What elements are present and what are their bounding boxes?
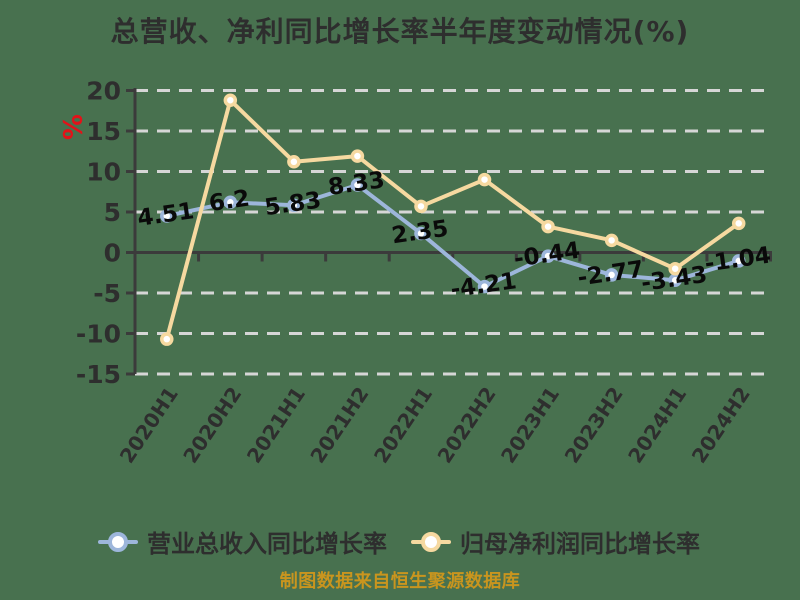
data-point-marker — [414, 226, 428, 241]
legend-label: 营业总收入同比增长率 — [147, 530, 387, 558]
y-axis-tick-label: 15 — [86, 117, 121, 146]
y-axis-tick-label: 20 — [86, 77, 121, 106]
data-point-marker — [541, 219, 555, 234]
data-point-marker — [604, 233, 619, 248]
data-point-marker — [541, 249, 555, 263]
y-axis-tick-label: 5 — [104, 198, 121, 227]
series-0 — [160, 178, 746, 294]
legend-item-1[interactable]: 归母净利润同比增长率 — [411, 524, 700, 559]
y-axis-labels: 20 15 10 5 0 -5 -10 -15 — [76, 77, 121, 390]
x-axis-tick-label: 2024H2 — [687, 382, 755, 467]
data-label: -1.04 — [703, 243, 772, 278]
data-point-marker — [160, 332, 174, 346]
legend-marker-icon — [98, 531, 138, 552]
data-label: -4.21 — [449, 268, 518, 303]
x-axis-labels: 2020H12020H22021H12021H22022H12022H22023… — [115, 382, 755, 467]
legend-item-0[interactable]: 营业总收入同比增长率 — [98, 524, 387, 559]
data-label: 4.51 — [136, 198, 196, 232]
chart-title: 总营收、净利同比增长率半年度变动情况(%) — [110, 15, 690, 48]
data-label: 6.2 — [207, 186, 251, 217]
data-point-marker — [477, 279, 492, 294]
legend-circle — [421, 531, 441, 552]
data-point-marker — [604, 268, 619, 282]
legend-circle — [108, 531, 128, 552]
axes — [126, 88, 772, 376]
legend-marker-icon — [411, 531, 451, 552]
data-point-marker — [350, 178, 365, 192]
data-point-marker — [287, 155, 301, 169]
series-1 — [160, 93, 746, 346]
y-axis-tick-label: -5 — [93, 279, 121, 308]
y-axis-tick-label: 10 — [86, 158, 121, 187]
data-label: 5.83 — [263, 188, 323, 222]
y-axis-tick-label: -15 — [76, 360, 121, 389]
series-line — [164, 183, 741, 289]
data-point-marker — [223, 195, 238, 210]
legend: 营业总收入同比增长率 归母净利润同比增长率 — [98, 524, 700, 559]
data-point-marker — [668, 261, 682, 276]
data-point-marker — [477, 172, 492, 187]
data-label: -3.43 — [640, 262, 709, 297]
source-note: 制图数据来自恒生聚源数据库 — [279, 571, 521, 592]
data-label: -0.44 — [512, 238, 581, 273]
data-point-marker — [350, 149, 365, 163]
data-point-marker — [287, 198, 301, 213]
x-axis-tick-label: 2022H1 — [369, 382, 437, 467]
x-axis-tick-label: 2024H1 — [623, 382, 691, 467]
y-axis-tick-label: 0 — [104, 239, 121, 268]
y-axis-tick-label: -10 — [76, 320, 121, 349]
gridlines — [135, 89, 771, 376]
data-point-marker — [160, 209, 174, 223]
x-axis-tick-label: 2023H2 — [560, 382, 628, 467]
data-labels: 4.51 6.2 5.838.332.35-4.21-0.44-2.77-3.43-… — [136, 167, 772, 303]
x-axis-tick-label: 2023H1 — [496, 382, 564, 467]
x-axis-tick-label: 2020H2 — [178, 382, 246, 467]
data-point-marker — [731, 254, 746, 268]
data-point-marker — [414, 199, 428, 214]
x-axis-tick-label: 2020H1 — [115, 382, 183, 467]
x-axis-tick-label: 2022H2 — [432, 382, 500, 467]
series-line — [164, 98, 741, 342]
data-label: 2.35 — [390, 216, 450, 250]
data-point-marker — [223, 93, 238, 107]
data-point-marker — [731, 216, 746, 231]
data-label: -2.77 — [576, 257, 645, 292]
x-axis-tick-label: 2021H1 — [242, 382, 310, 467]
x-axis-tick-label: 2021H2 — [305, 382, 373, 467]
legend-label: 归母净利润同比增长率 — [460, 530, 700, 558]
